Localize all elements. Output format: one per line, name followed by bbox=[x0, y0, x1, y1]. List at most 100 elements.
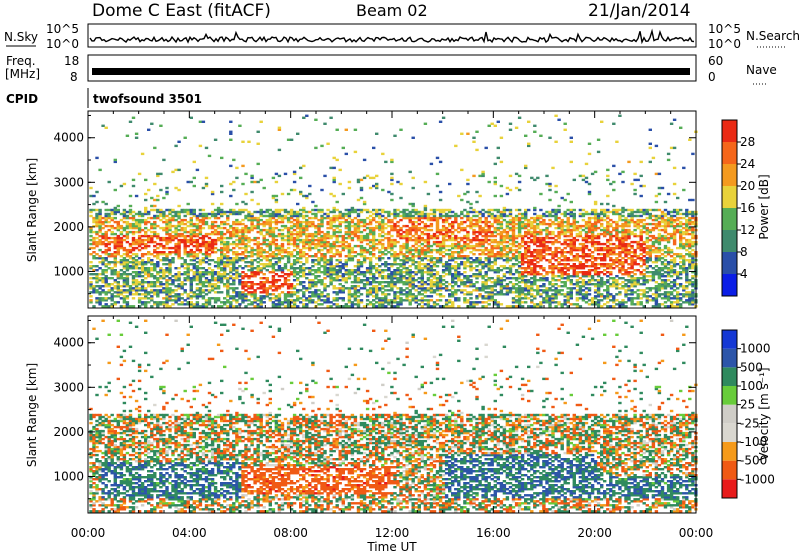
power-cell bbox=[110, 261, 114, 264]
power-cell bbox=[472, 174, 476, 178]
power-cell bbox=[344, 259, 348, 262]
power-cell bbox=[323, 246, 327, 250]
power-cell bbox=[511, 240, 516, 244]
power-cell bbox=[153, 267, 157, 270]
power-cell bbox=[545, 246, 549, 250]
power-cell bbox=[207, 285, 212, 288]
power-cell bbox=[323, 242, 327, 246]
power-cell bbox=[98, 218, 102, 222]
power-cell bbox=[189, 218, 193, 222]
power-cell bbox=[429, 234, 434, 238]
power-cell bbox=[220, 236, 224, 240]
power-cell bbox=[368, 283, 373, 286]
power-cell bbox=[484, 146, 488, 150]
power-cell bbox=[451, 275, 455, 278]
power-cell bbox=[350, 303, 355, 306]
power-cell bbox=[189, 297, 193, 300]
power-cell bbox=[493, 293, 497, 296]
power-cell bbox=[302, 285, 306, 288]
power-cell bbox=[268, 230, 272, 234]
power-cell bbox=[502, 255, 507, 258]
power-cell bbox=[277, 128, 282, 131]
power-cell bbox=[165, 246, 169, 250]
power-cell bbox=[98, 303, 102, 306]
power-cell bbox=[104, 218, 108, 222]
power-cell bbox=[432, 212, 437, 216]
power-cell bbox=[107, 214, 111, 218]
power-cell bbox=[195, 253, 200, 256]
power-cell bbox=[204, 234, 209, 238]
power-cell bbox=[384, 301, 388, 304]
power-cell bbox=[247, 210, 251, 214]
power-cell bbox=[201, 236, 206, 240]
power-cell bbox=[520, 226, 525, 230]
power-cell bbox=[457, 194, 461, 198]
power-cell bbox=[320, 265, 324, 268]
power-cell bbox=[216, 285, 221, 288]
power-cell bbox=[317, 228, 321, 232]
power-cell bbox=[247, 275, 251, 278]
power-cell bbox=[368, 210, 373, 214]
power-cell bbox=[347, 186, 352, 190]
power-cell bbox=[213, 279, 218, 282]
power-cell bbox=[499, 269, 504, 272]
power-cell bbox=[283, 277, 288, 280]
power-cell bbox=[165, 232, 169, 236]
power-cell bbox=[448, 257, 452, 260]
power-cell bbox=[128, 293, 133, 296]
power-cell bbox=[140, 267, 145, 270]
power-cell bbox=[183, 240, 187, 244]
power-cell bbox=[554, 265, 558, 268]
power-cell bbox=[481, 242, 485, 246]
power-cell bbox=[329, 192, 333, 196]
power-cell bbox=[192, 265, 196, 268]
power-cell bbox=[387, 238, 391, 242]
power-cell bbox=[302, 210, 306, 214]
power-cell bbox=[186, 265, 190, 268]
power-cell bbox=[320, 240, 324, 244]
power-cell bbox=[210, 277, 215, 280]
power-cell bbox=[399, 301, 403, 304]
power-cell bbox=[256, 236, 260, 240]
power-cell bbox=[274, 248, 279, 252]
power-cell bbox=[347, 220, 352, 224]
power-cell bbox=[347, 251, 352, 254]
power-cell bbox=[542, 257, 546, 260]
power-cell bbox=[542, 212, 546, 216]
power-cell bbox=[365, 271, 370, 274]
power-cell bbox=[320, 144, 324, 148]
power-cell bbox=[542, 248, 546, 252]
power-cell bbox=[232, 188, 236, 192]
power-cell bbox=[423, 303, 428, 306]
power-cell bbox=[302, 214, 306, 218]
power-cell bbox=[229, 120, 233, 123]
power-cell bbox=[438, 246, 443, 250]
power-cell bbox=[144, 218, 148, 222]
power-cell bbox=[183, 238, 187, 242]
power-cell bbox=[296, 273, 300, 276]
power-cell bbox=[381, 226, 385, 230]
power-cell bbox=[520, 289, 525, 292]
power-cell bbox=[350, 285, 355, 288]
power-cell bbox=[368, 289, 373, 292]
power-cell bbox=[256, 240, 260, 244]
power-cell bbox=[244, 293, 248, 296]
power-cell bbox=[524, 267, 528, 270]
power-cell bbox=[277, 293, 282, 296]
power-cell bbox=[156, 242, 160, 246]
power-cell bbox=[435, 236, 440, 240]
power-cell bbox=[551, 289, 555, 292]
power-cell bbox=[289, 238, 294, 242]
power-cell bbox=[505, 255, 510, 258]
power-cell bbox=[524, 232, 528, 236]
power-cell bbox=[250, 248, 254, 252]
power-cell bbox=[277, 246, 282, 250]
power-cell bbox=[268, 224, 272, 228]
power-cell bbox=[286, 220, 291, 224]
power-cell bbox=[375, 220, 379, 224]
power-cell bbox=[514, 299, 519, 302]
power-cell bbox=[438, 257, 443, 260]
power-cell bbox=[417, 303, 421, 306]
power-cell bbox=[350, 251, 355, 254]
power-cell bbox=[220, 220, 224, 224]
